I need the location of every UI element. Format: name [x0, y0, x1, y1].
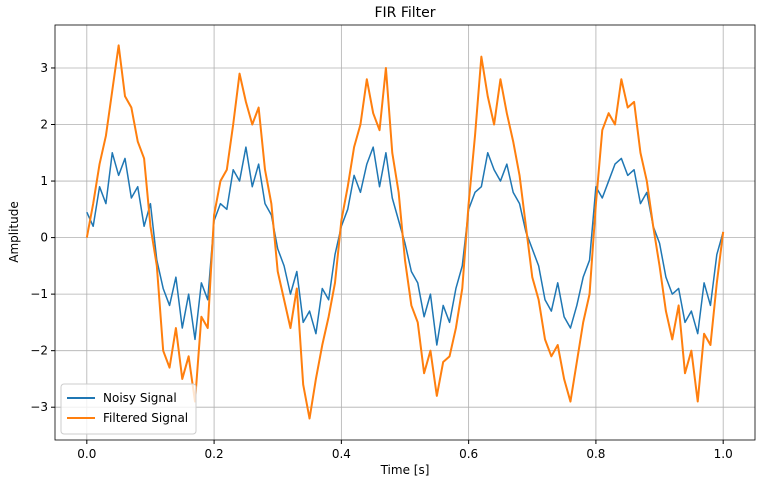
x-axis-label: Time [s] — [380, 463, 430, 477]
y-tick-label: −3 — [30, 400, 48, 414]
y-tick-label: −2 — [30, 344, 48, 358]
x-tick-label: 0.0 — [77, 447, 96, 461]
data-line — [85, 44, 725, 420]
chart-title: FIR Filter — [374, 5, 435, 21]
legend-label: Filtered Signal — [103, 411, 188, 425]
legend: Noisy Signal Filtered Signal — [60, 383, 197, 435]
x-tick-label: 0.8 — [586, 447, 605, 461]
y-tick-label: 3 — [40, 61, 48, 75]
y-tick-label: 2 — [40, 118, 48, 132]
x-tick-label: 0.6 — [459, 447, 478, 461]
plot-frame — [54, 24, 756, 441]
y-axis-label: Amplitude — [7, 201, 21, 263]
legend-label: Noisy Signal — [103, 391, 177, 405]
data-line — [86, 146, 724, 346]
legend-box — [60, 383, 197, 435]
x-tick-label: 0.2 — [205, 447, 224, 461]
x-tick-label: 0.4 — [332, 447, 351, 461]
y-tick-label: 0 — [40, 231, 48, 245]
y-tick-label: −1 — [30, 287, 48, 301]
x-tick-label: 1.0 — [714, 447, 733, 461]
y-tick-label: 1 — [40, 174, 48, 188]
